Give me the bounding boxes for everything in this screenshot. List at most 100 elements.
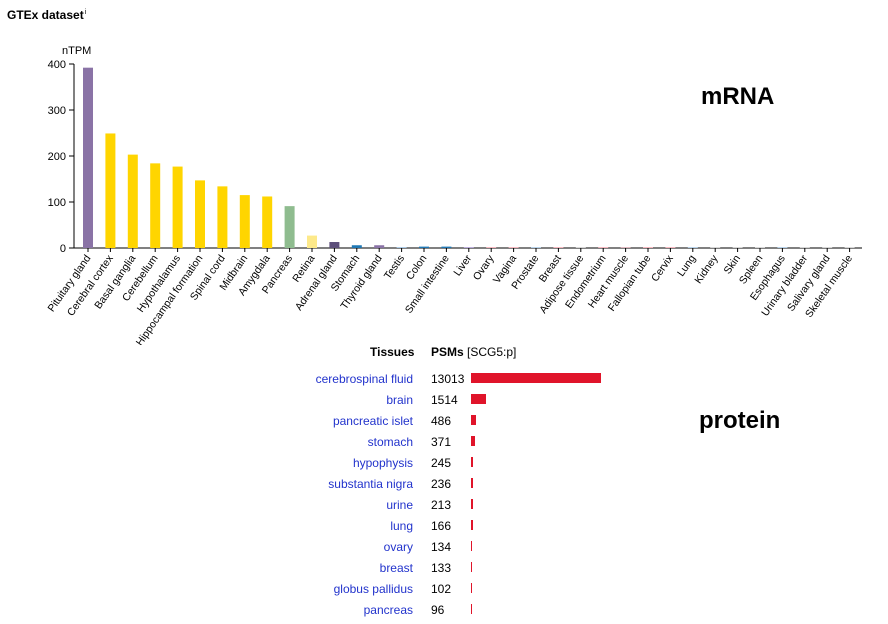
y-axis-label: nTPM: [62, 45, 91, 57]
bar-skeletal-muscle: [844, 247, 855, 248]
psm-bar: [471, 457, 474, 467]
psm-count: 166: [431, 519, 452, 533]
psm-count: 1514: [431, 393, 458, 407]
bar-heart-muscle: [620, 247, 631, 248]
psms-column-header: PSMs [SCG5:p]: [431, 345, 516, 359]
psm-bar: [471, 394, 487, 404]
tissue-link[interactable]: pancreas: [363, 603, 413, 617]
psm-count: 96: [431, 603, 445, 617]
bar-lung: [687, 247, 698, 248]
x-tick-label: Cervix: [649, 252, 676, 284]
y-tick-label: 100: [48, 197, 66, 209]
bar-skin: [732, 247, 743, 248]
psm-bar: [471, 499, 474, 509]
bar-stomach: [351, 245, 362, 248]
bar-thyroid-gland: [374, 245, 385, 248]
bar-vagina: [508, 247, 519, 248]
bar-amygdala: [262, 196, 273, 248]
bar-retina: [307, 235, 317, 248]
protein-label: protein: [699, 407, 781, 434]
psm-count: 236: [431, 477, 452, 491]
tissue-link[interactable]: brain: [386, 393, 413, 407]
psms-header-unit: [SCG5:p]: [467, 345, 517, 359]
tissue-link[interactable]: pancreatic islet: [332, 414, 413, 428]
y-tick-label: 300: [48, 105, 66, 117]
psm-bar: [471, 583, 473, 593]
table-row: hypophysis 245: [300, 456, 620, 477]
x-tick-label: Kidney: [692, 252, 721, 286]
table-row: pancreas 96: [300, 603, 620, 624]
psm-count: 133: [431, 561, 452, 575]
bar-small-intestine: [441, 246, 452, 248]
tissue-link[interactable]: hypophysis: [352, 456, 413, 470]
tissues-column-header: Tissues: [370, 345, 415, 359]
bar-testis: [396, 247, 407, 248]
x-tick-label: Testis: [382, 253, 407, 282]
bar-kidney: [710, 247, 721, 248]
tissue-link[interactable]: breast: [379, 561, 413, 575]
bar-hypothalamus: [172, 166, 183, 248]
bar-midbrain: [239, 195, 250, 248]
mrna-label: mRNA: [701, 83, 775, 110]
table-row: pancreatic islet 486: [300, 414, 620, 435]
psm-bar: [471, 520, 473, 530]
bar-adrenal-gland: [329, 242, 340, 248]
psm-bar: [471, 373, 601, 383]
tissue-link[interactable]: lung: [390, 519, 413, 533]
y-tick-label: 200: [48, 151, 66, 163]
psm-bar: [471, 478, 474, 488]
tissue-link[interactable]: urine: [386, 498, 413, 512]
bar-endometrium: [598, 247, 609, 248]
bar-spinal-cord: [217, 186, 228, 248]
tissue-link[interactable]: substantia nigra: [328, 477, 413, 491]
bar-basal-ganglia: [127, 154, 138, 248]
psm-count: 134: [431, 540, 452, 554]
table-row: cerebrospinal fluid 13013: [300, 372, 620, 393]
bar-breast: [553, 247, 564, 248]
psm-bar: [471, 541, 473, 551]
psm-bar: [471, 415, 476, 425]
info-icon[interactable]: i: [84, 9, 87, 16]
psm-count: 102: [431, 582, 452, 596]
table-row: stomach 371: [300, 435, 620, 456]
x-tick-label: Skin: [722, 253, 744, 277]
psms-header-label: PSMs: [431, 345, 468, 359]
tissue-link[interactable]: globus pallidus: [333, 582, 413, 596]
bar-liver: [463, 247, 474, 248]
bar-hippocampal-formation: [195, 180, 205, 248]
bar-spleen: [755, 247, 765, 248]
dataset-header: GTEx dataseti: [7, 8, 86, 22]
bar-ovary: [486, 247, 497, 248]
psm-bar: [471, 604, 472, 614]
table-row: urine 213: [300, 498, 620, 519]
dataset-title: GTEx dataset: [7, 8, 84, 22]
bar-fallopian-tube: [643, 247, 653, 248]
tissue-link[interactable]: stomach: [367, 435, 413, 449]
bar-cerebral-cortex: [105, 133, 116, 248]
y-tick-label: 0: [60, 243, 66, 255]
tissue-link[interactable]: ovary: [383, 540, 413, 554]
bar-colon: [419, 246, 429, 248]
psm-count: 213: [431, 498, 452, 512]
psm-count: 371: [431, 435, 452, 449]
table-row: breast 133: [300, 561, 620, 582]
psm-count: 245: [431, 456, 452, 470]
bar-pituitary-gland: [83, 67, 93, 249]
table-row: ovary 134: [300, 540, 620, 561]
bar-cerebellum: [150, 163, 161, 248]
table-row: brain 1514: [300, 393, 620, 414]
bar-pancreas: [284, 206, 295, 248]
table-row: substantia nigra 236: [300, 477, 620, 498]
y-tick-label: 400: [48, 59, 66, 71]
psm-count: 486: [431, 414, 452, 428]
table-row: globus pallidus 102: [300, 582, 620, 603]
table-row: lung 166: [300, 519, 620, 540]
psm-count: 13013: [431, 372, 465, 386]
bar-esophagus: [777, 247, 788, 248]
tissue-link[interactable]: cerebrospinal fluid: [315, 372, 413, 386]
bar-cervix: [665, 247, 676, 248]
bar-urinary-bladder: [799, 247, 810, 248]
psm-bar: [471, 562, 473, 572]
psm-bar: [471, 436, 475, 446]
